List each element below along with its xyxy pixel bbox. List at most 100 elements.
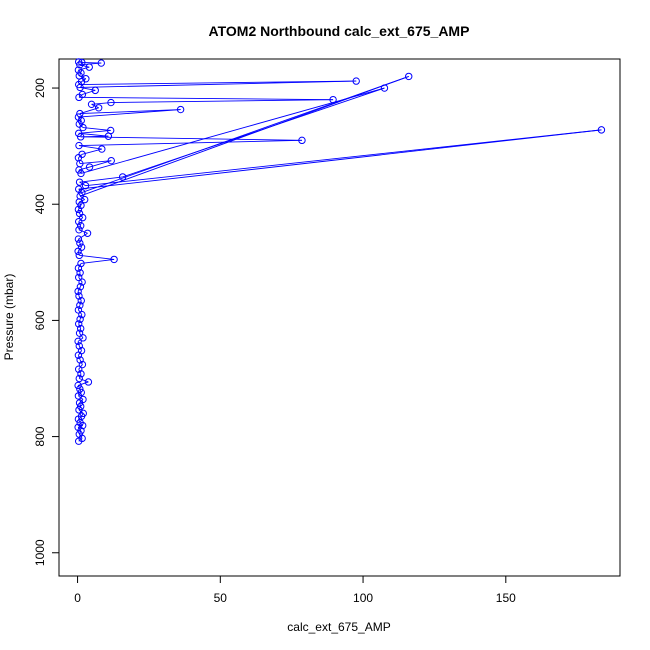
data-point [84, 378, 93, 386]
data-point [83, 229, 92, 237]
series-segment [78, 80, 357, 86]
series-segment [77, 381, 89, 386]
data-point [77, 201, 85, 210]
y-tick-label: 1000 [33, 539, 47, 566]
y-axis: 200 400 600 800 1000 [33, 78, 60, 566]
series-segment [78, 96, 334, 101]
data-point [77, 259, 85, 268]
data-point [78, 58, 86, 67]
data-point [78, 310, 86, 319]
series-segment [80, 87, 385, 174]
data-point [82, 75, 90, 83]
series-segment [79, 378, 89, 383]
data-point [74, 306, 83, 314]
x-tick-label: 100 [353, 591, 373, 605]
data-point [74, 381, 82, 390]
data-point [94, 104, 103, 112]
series-segment [78, 263, 82, 269]
data-point [75, 251, 83, 260]
series-segment [78, 434, 83, 439]
series-segment [78, 116, 82, 121]
series-segment [79, 213, 84, 218]
series-segment [78, 392, 82, 397]
series-segment [77, 246, 82, 252]
data-point [74, 58, 83, 66]
series-segment [77, 341, 80, 347]
series-segment [78, 350, 82, 356]
series-segment [78, 369, 82, 375]
data-point [74, 273, 83, 282]
series-segment [110, 99, 334, 104]
series-segment [79, 160, 112, 165]
series-segment [78, 132, 109, 137]
data-point [77, 296, 85, 305]
series-segment [85, 129, 602, 187]
series-segment [79, 359, 83, 365]
data-point [80, 195, 89, 204]
series-points [74, 58, 606, 445]
data-point [176, 105, 185, 114]
series-segment [78, 221, 82, 226]
data-point [77, 243, 86, 251]
data-point [75, 141, 83, 150]
data-point [597, 126, 606, 134]
series-segment [81, 76, 409, 194]
data-point [74, 185, 83, 193]
data-point [78, 360, 87, 369]
series-segment [78, 345, 82, 351]
series-segment [78, 295, 82, 301]
y-axis-label: Pressure (mbar) [2, 274, 16, 361]
series-segment [78, 130, 111, 134]
series-segment [77, 427, 82, 432]
data-point [75, 374, 83, 383]
data-point [74, 217, 83, 226]
series-segment [79, 281, 83, 287]
series-segment [78, 72, 82, 77]
data-point [74, 113, 83, 121]
series-segment [79, 254, 115, 260]
data-point [76, 192, 84, 200]
data-point [75, 292, 83, 300]
data-point [76, 385, 84, 393]
data-point [97, 59, 105, 67]
data-point [75, 430, 83, 438]
data-point [74, 235, 83, 243]
series-segment [81, 78, 87, 83]
series-segment [79, 300, 82, 306]
series-segment [78, 123, 84, 128]
series-segment [82, 89, 96, 95]
chart-title: ATOM2 Northbound calc_ext_675_AMP [209, 23, 470, 39]
series-segment [77, 291, 80, 297]
series-segment [81, 413, 84, 417]
series-segment [78, 373, 82, 379]
data-point [91, 86, 99, 95]
series-segment [78, 94, 83, 98]
series-segment [91, 103, 99, 109]
x-axis: 0 50 100 150 [74, 575, 516, 605]
data-point [76, 402, 85, 411]
data-point [76, 283, 85, 291]
data-point [76, 356, 84, 364]
series-segment [77, 267, 81, 273]
data-point [79, 334, 87, 342]
data-point [106, 126, 115, 135]
series-segment [79, 399, 84, 404]
data-point [405, 72, 413, 81]
x-tick-label: 50 [214, 591, 228, 605]
x-tick-label: 150 [496, 591, 516, 605]
data-point [75, 406, 83, 414]
data-point [74, 320, 83, 328]
data-point [74, 205, 83, 214]
x-axis-label: calc_ext_675_AMP [287, 620, 390, 634]
data-point [298, 136, 306, 145]
y-tick-label: 800 [33, 426, 47, 446]
data-point [85, 163, 94, 171]
x-tick-label: 0 [74, 591, 81, 605]
data-point [380, 84, 389, 92]
series-segment [77, 305, 81, 311]
series-segment [80, 135, 109, 138]
series-segment [78, 188, 83, 193]
series-segment [79, 109, 181, 115]
